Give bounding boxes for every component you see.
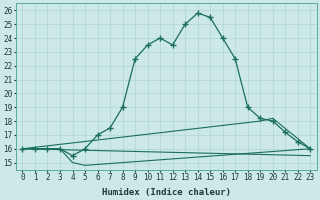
- X-axis label: Humidex (Indice chaleur): Humidex (Indice chaleur): [102, 188, 231, 197]
